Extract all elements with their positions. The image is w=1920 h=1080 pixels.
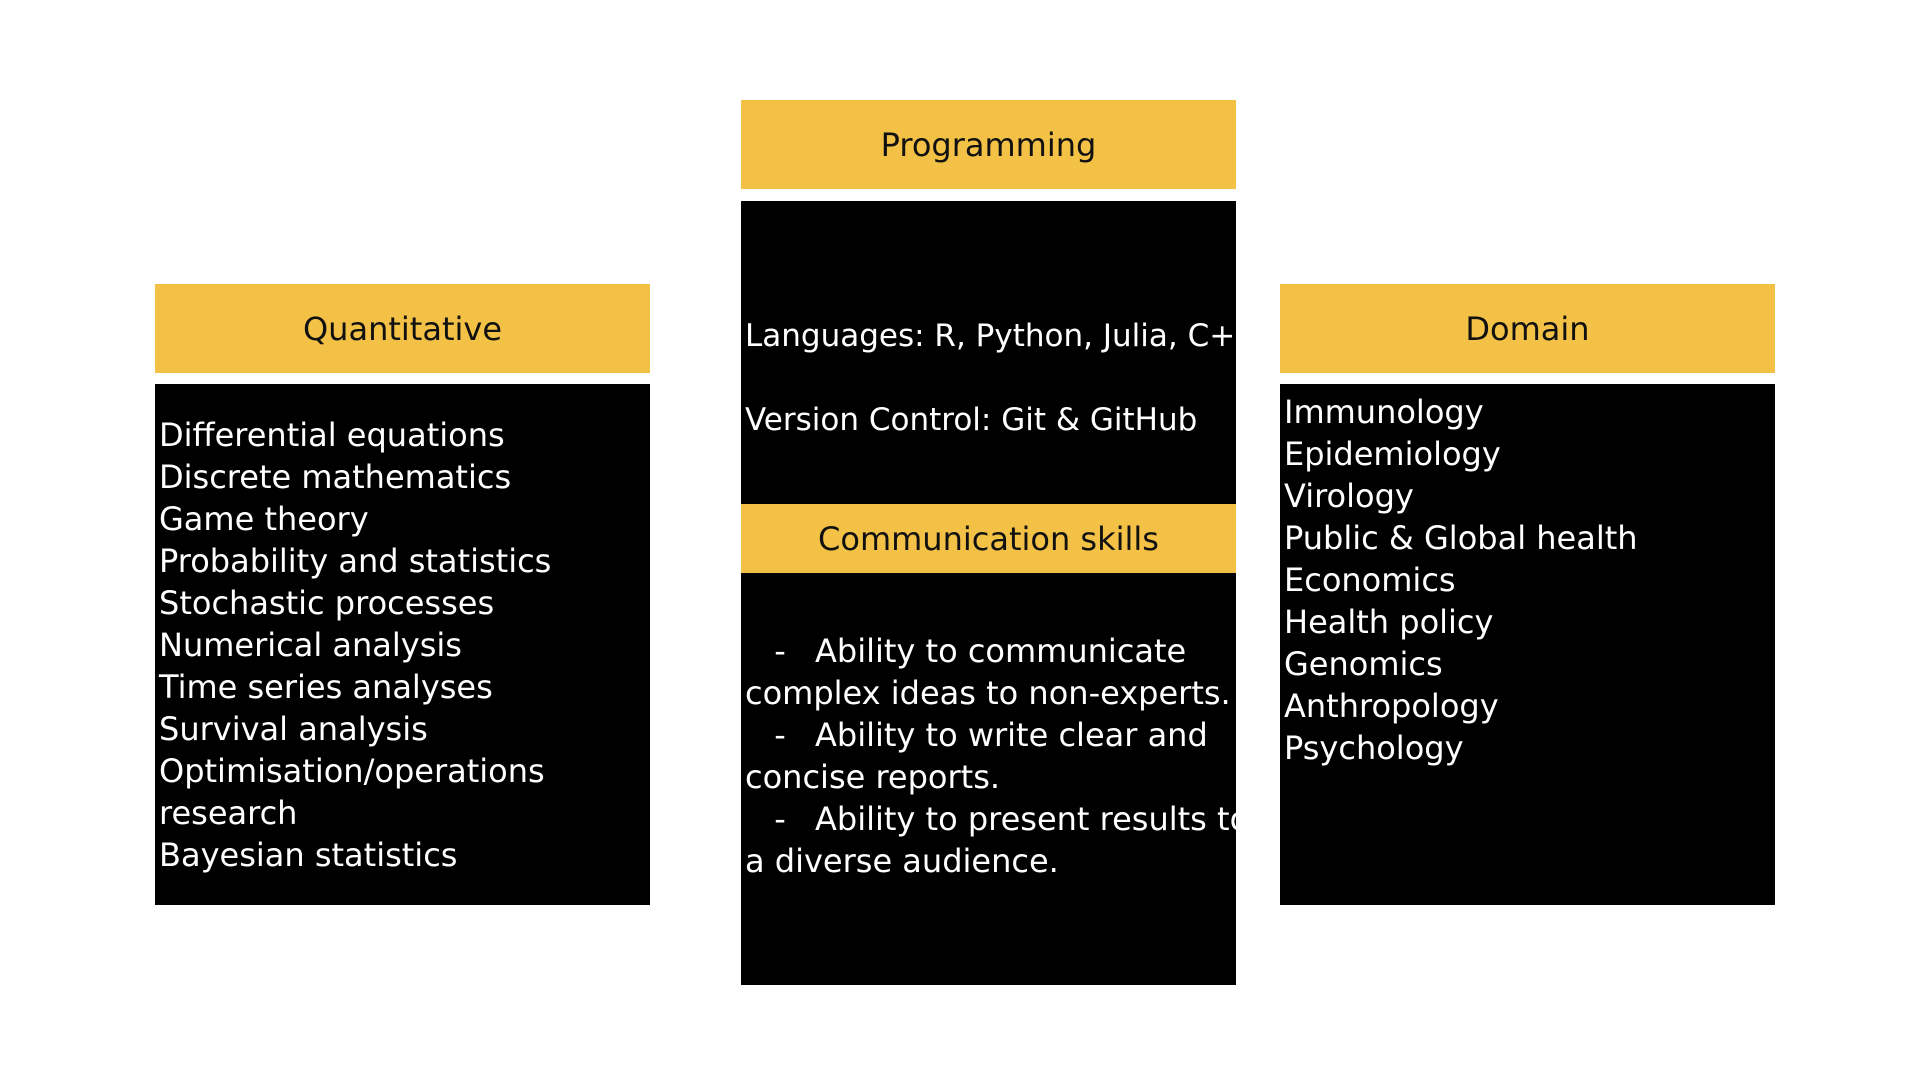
domain-panel: Immunology Epidemiology Virology Public …: [1280, 384, 1775, 905]
quantitative-item: Bayesian statistics: [159, 836, 458, 874]
domain-item: Economics: [1284, 561, 1456, 599]
bullet-text-line-1: Ability to communicate: [815, 632, 1187, 670]
communication-header: Communication skills: [741, 504, 1236, 573]
bullet-text-line-2: complex ideas to non-experts.: [745, 674, 1231, 712]
domain-header: Domain: [1280, 284, 1775, 373]
communication-bullet: - Ability to communicate: [745, 630, 1236, 672]
quantitative-item: Optimisation/operations research: [159, 752, 545, 832]
domain-item: Anthropology: [1284, 687, 1499, 725]
quantitative-item: Probability and statistics: [159, 542, 552, 580]
domain-item: Public & Global health: [1284, 519, 1638, 557]
bullet-text-line-2: concise reports.: [745, 758, 1001, 796]
bullet-text-line-1: Ability to present results to: [815, 800, 1250, 838]
quantitative-item: Discrete mathematics: [159, 458, 512, 496]
bullet-dash: -: [774, 716, 786, 754]
domain-item: Immunology: [1284, 393, 1484, 431]
quantitative-item: Numerical analysis: [159, 626, 462, 664]
programming-header: Programming: [741, 100, 1236, 189]
bullet-dash: -: [774, 632, 786, 670]
programming-title: Programming: [880, 125, 1097, 164]
quantitative-panel: Differential equations Discrete mathemat…: [155, 384, 650, 905]
domain-item: Health policy: [1284, 603, 1494, 641]
bullet-text-line-2: a diverse audience.: [745, 842, 1059, 880]
spacer: [745, 357, 1236, 399]
domain-item: Virology: [1284, 477, 1414, 515]
bullet-text-line-1: Ability to write clear and: [815, 716, 1208, 754]
bullet-dash: -: [774, 800, 786, 838]
communication-title: Communication skills: [818, 519, 1159, 558]
quantitative-item: Differential equations: [159, 416, 505, 454]
programming-panel: Languages: R, Python, Julia, C++ Version…: [741, 201, 1262, 504]
quantitative-title: Quantitative: [302, 309, 502, 348]
quantitative-item: Stochastic processes: [159, 584, 495, 622]
domain-title: Domain: [1465, 309, 1590, 348]
quantitative-header: Quantitative: [155, 284, 650, 373]
domain-item: Psychology: [1284, 729, 1464, 767]
quantitative-item: Game theory: [159, 500, 369, 538]
communication-panel: - Ability to communicate complex ideas to…: [741, 573, 1249, 985]
programming-version-control: Version Control: Git & GitHub: [745, 402, 1198, 438]
communication-bullet: - Ability to write clear and: [745, 714, 1236, 756]
quantitative-item: Survival analysis: [159, 710, 428, 748]
domain-item: Genomics: [1284, 645, 1443, 683]
domain-item: Epidemiology: [1284, 435, 1501, 473]
communication-bullet: - Ability to present results to: [745, 798, 1249, 840]
programming-languages: Languages: R, Python, Julia, C++: [745, 318, 1262, 354]
quantitative-item: Time series analyses: [159, 668, 493, 706]
